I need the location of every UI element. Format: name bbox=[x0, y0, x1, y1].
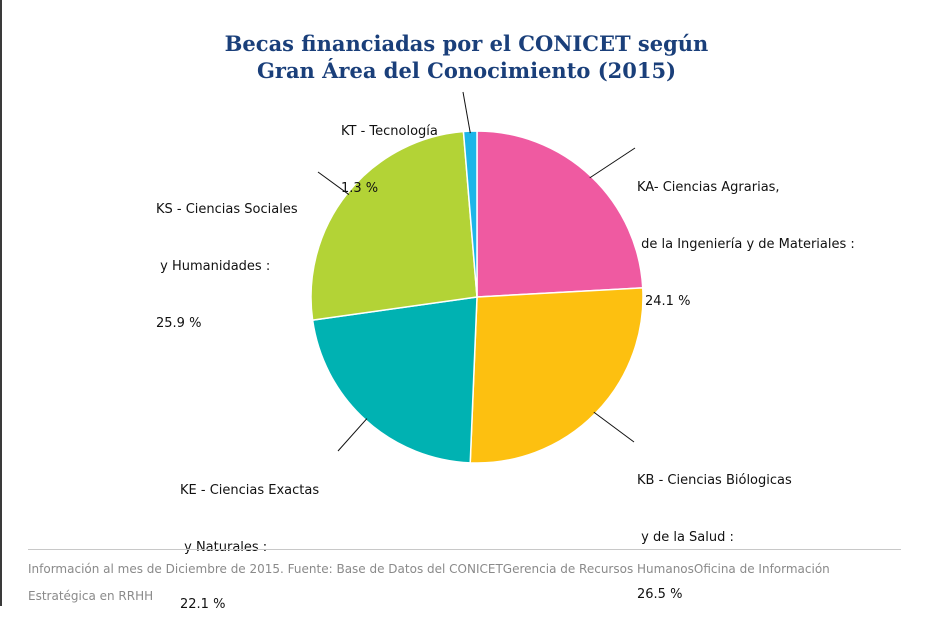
pie-slice-kb bbox=[469, 287, 644, 464]
leader-lines bbox=[317, 91, 636, 452]
label-kt-line-1: KT - Tecnología bbox=[341, 124, 438, 139]
chart-title-line-2: Gran Área del Conocimiento (2015) bbox=[256, 58, 677, 83]
label-ka-value: 24.1 % bbox=[645, 294, 691, 309]
label-ke-line-1: KE - Ciencias Exactas bbox=[180, 483, 320, 498]
label-ka-line-1: KA- Ciencias Agrarias, bbox=[637, 180, 780, 195]
label-kt-value: 1.3 % bbox=[341, 181, 379, 196]
leader-line-kt bbox=[462, 91, 471, 134]
leader-line-ka bbox=[589, 147, 636, 179]
footer-divider bbox=[28, 549, 901, 550]
label-ka-line-2: de la Ingeniería y de Materiales : bbox=[637, 237, 855, 252]
label-kt: KT - Tecnología 1.3 % bbox=[341, 84, 438, 217]
label-kb: KB - Ciencias Biólogicas y de la Salud :… bbox=[637, 433, 792, 623]
label-ks-line-1: KS - Ciencias Sociales bbox=[156, 202, 298, 217]
label-kb-line-2: y de la Salud : bbox=[637, 530, 734, 545]
label-ke-line-2: y Naturales : bbox=[180, 540, 268, 555]
pie-chart bbox=[310, 91, 644, 464]
leader-line-kb bbox=[593, 411, 635, 443]
label-kb-line-1: KB - Ciencias Biólogicas bbox=[637, 473, 792, 488]
label-ks-value: 25.9 % bbox=[156, 316, 202, 331]
window-border bbox=[0, 0, 2, 606]
pie-slice-ke bbox=[311, 296, 478, 464]
label-ks: KS - Ciencias Sociales y Humanidades : 2… bbox=[156, 162, 298, 352]
pie-slice-ka bbox=[476, 130, 644, 298]
chart-title: Becas financiadas por el CONICET según G… bbox=[0, 30, 933, 84]
label-kb-value: 26.5 % bbox=[637, 587, 683, 602]
source-note-line-1: Información al mes de Diciembre de 2015.… bbox=[28, 562, 830, 576]
leader-line-ks bbox=[317, 171, 350, 195]
label-ka: KA- Ciencias Agrarias, de la Ingeniería … bbox=[637, 140, 855, 330]
source-note: Información al mes de Diciembre de 2015.… bbox=[28, 556, 908, 610]
leader-line-ke bbox=[337, 418, 368, 452]
source-note-line-2: Estratégica en RRHH bbox=[28, 589, 154, 603]
label-ks-line-2: y Humanidades : bbox=[156, 259, 271, 274]
chart-title-line-1: Becas financiadas por el CONICET según bbox=[224, 31, 709, 56]
pie-slices bbox=[310, 130, 644, 464]
